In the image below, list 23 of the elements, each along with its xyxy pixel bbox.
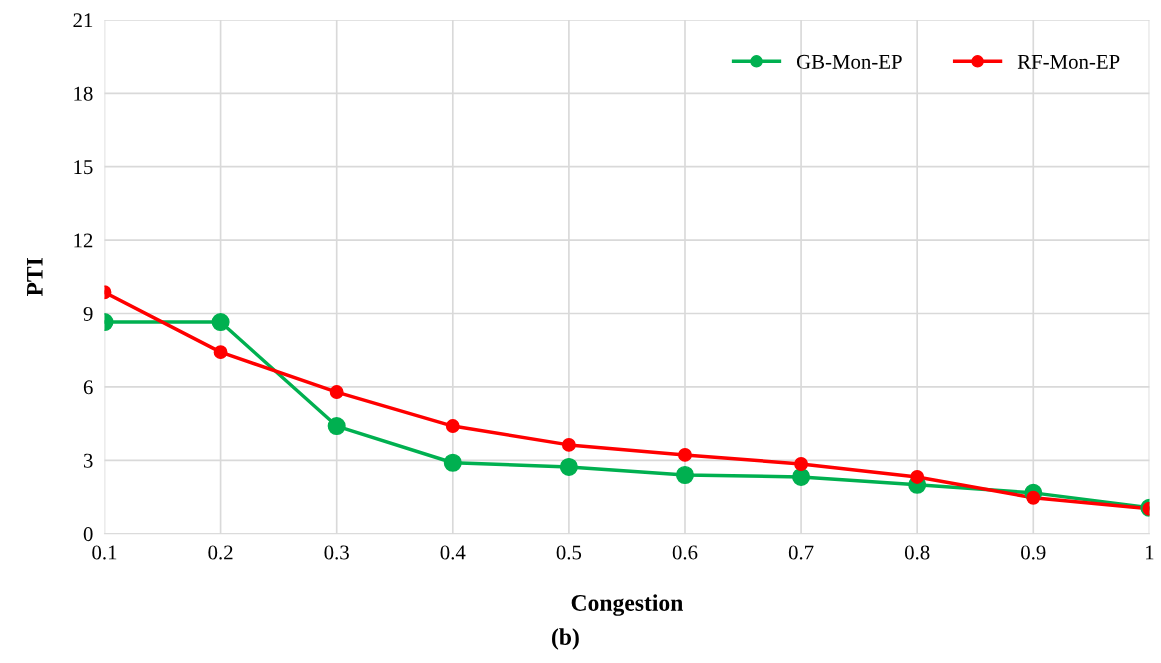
x-tick-label: 0.7 bbox=[788, 545, 814, 560]
y-axis-title: PTI bbox=[27, 257, 43, 297]
x-tick-label: 0.4 bbox=[440, 545, 466, 560]
legend-label: RF-Mon-EP bbox=[1017, 55, 1120, 69]
y-tick-label: 3 bbox=[83, 453, 93, 468]
y-tick-label: 9 bbox=[83, 306, 93, 321]
y-tick-label: 12 bbox=[74, 233, 93, 248]
y-tick-label: 21 bbox=[73, 13, 93, 28]
text: (b) bbox=[552, 628, 579, 650]
x-tick-label: 0.9 bbox=[1021, 545, 1046, 560]
x-axis-title: Congestion bbox=[571, 594, 683, 616]
x-tick-label: 0.1 bbox=[92, 545, 117, 560]
y-tick-label: 18 bbox=[74, 86, 93, 101]
x-tick-label: 0.2 bbox=[208, 545, 233, 560]
x-tick-label: 1 bbox=[1146, 545, 1154, 560]
legend-label: GB-Mon-EP bbox=[796, 54, 902, 69]
y-tick-label: 0 bbox=[83, 527, 93, 542]
x-tick-label: 0.3 bbox=[324, 545, 349, 560]
x-tick-label: 0.8 bbox=[904, 545, 930, 560]
x-tick-label: 0.6 bbox=[672, 545, 698, 560]
x-tick-label: 0.5 bbox=[556, 545, 582, 560]
y-tick-label: 6 bbox=[83, 380, 93, 395]
y-tick-label: 15 bbox=[74, 160, 93, 175]
